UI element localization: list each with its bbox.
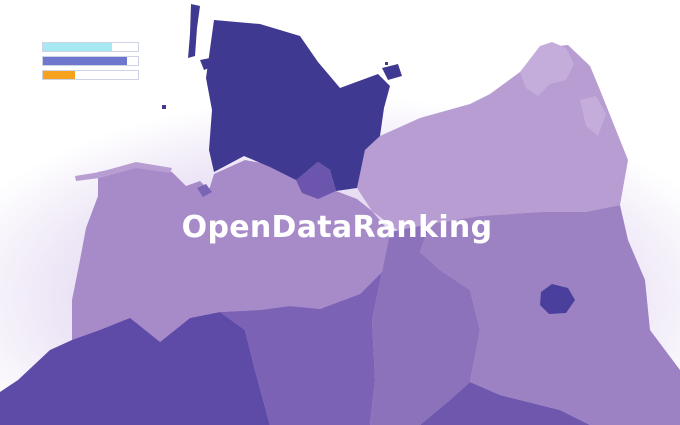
ranking-bars: [42, 42, 139, 84]
marker-dot: [162, 105, 166, 109]
bar-orange: [42, 70, 139, 80]
island-foehr: [200, 58, 214, 70]
region-bremen[interactable]: [197, 184, 212, 197]
region-thueringen[interactable]: [420, 382, 590, 425]
island-east-frisian: [75, 162, 172, 181]
region-nrw[interactable]: [0, 312, 270, 425]
bar-blue: [42, 56, 139, 66]
region-mecklenburg-vorpommern[interactable]: [357, 45, 628, 232]
island-fehmarn: [382, 64, 402, 80]
region-schleswig-holstein[interactable]: [206, 20, 390, 191]
island-usedom: [580, 96, 606, 136]
region-hessen[interactable]: [220, 272, 382, 425]
region-berlin[interactable]: [540, 284, 575, 314]
marker-dot: [385, 62, 388, 65]
region-niedersachsen[interactable]: [72, 160, 390, 372]
region-brandenburg[interactable]: [420, 205, 680, 425]
island-sylt: [188, 4, 200, 58]
island-ruegen: [520, 42, 574, 96]
region-sachsen-anhalt[interactable]: [370, 224, 480, 425]
bar-cyan: [42, 42, 139, 52]
page-title: OpenDataRanking: [181, 210, 493, 245]
region-hamburg[interactable]: [296, 162, 336, 199]
